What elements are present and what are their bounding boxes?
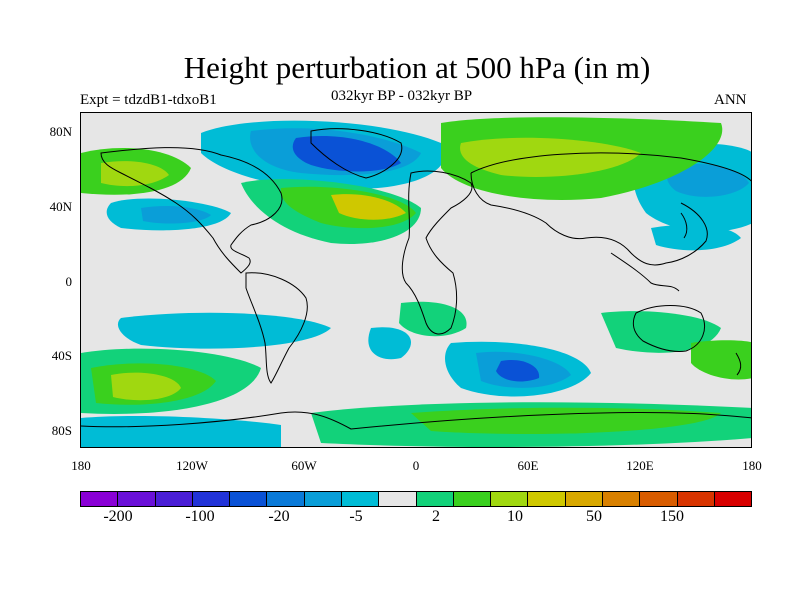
colorbar-swatch [416, 492, 454, 506]
colorbar-label: -100 [185, 508, 215, 525]
colorbar-label: -200 [103, 508, 133, 525]
contour-sh-pacific-wave-peak [111, 372, 181, 401]
colorbar-label: -20 [268, 508, 290, 525]
x-tick-label: 120W [176, 458, 208, 473]
map-plot-area [80, 112, 752, 448]
contour-southern-ocean-core [411, 407, 721, 434]
contour-indian-core [496, 359, 540, 382]
colorbar-swatch [267, 492, 305, 506]
contour-s-indian [601, 311, 721, 353]
coast-europe-africa [401, 170, 473, 335]
contour-s-atlantic [399, 301, 467, 337]
coastlines [81, 128, 751, 430]
contour-nw-pacific [651, 224, 741, 251]
contour-field [81, 117, 751, 447]
y-tick-label: 0 [65, 274, 73, 289]
x-tick-label: 180 [742, 458, 762, 473]
contour-far-south-left [81, 415, 281, 447]
colorbar-swatch [379, 492, 417, 506]
coast-north-america [100, 147, 283, 274]
chart-title: Height perturbation at 500 hPa (in m) [183, 50, 651, 85]
colorbar-swatch [118, 492, 156, 506]
experiment-label: Expt = tdzdB1-tdxoB1 [80, 92, 217, 108]
y-tick-label: 80S [51, 423, 72, 438]
coast-japan [680, 212, 688, 239]
colorbar-label: 10 [507, 508, 523, 525]
colorbar-swatch [528, 492, 566, 506]
colorbar-swatch [230, 492, 268, 506]
colorbar-swatch [491, 492, 529, 506]
colorbar-swatch [714, 492, 752, 506]
x-tick-label: 120E [626, 458, 654, 473]
colorbar-swatch [453, 492, 492, 506]
coast-greenland [310, 128, 403, 179]
colorbar [80, 491, 752, 507]
coast-asia [470, 152, 751, 266]
contour-npacific-core [101, 161, 169, 187]
season-label: ANN [714, 92, 747, 108]
x-tick-label: 60W [291, 458, 317, 473]
contour-sh-pacific [117, 312, 331, 349]
x-tick-label: 60E [517, 458, 539, 473]
colorbar-swatch [192, 492, 231, 506]
contour-siberia-core [666, 163, 749, 197]
contour-eurasia-core [460, 137, 641, 177]
contour-sh-atlantic [368, 327, 411, 360]
coast-antarctica [81, 411, 751, 430]
colorbar-swatch [565, 492, 603, 506]
contour-greenland-core [292, 135, 401, 172]
colorbar-swatch [677, 492, 715, 506]
colorbar-swatch [640, 492, 678, 506]
coast-nz [735, 352, 742, 376]
period-label: 032kyr BP - 032kyr BP [331, 88, 473, 104]
colorbar-swatch [602, 492, 641, 506]
colorbar-label: 150 [660, 508, 684, 525]
colorbar-swatch [304, 492, 342, 506]
coast-australia [632, 305, 705, 352]
colorbar-label: 2 [432, 508, 440, 525]
x-tick-label: 0 [412, 458, 420, 473]
colorbar-swatch [81, 492, 119, 506]
y-tick-label: 40N [49, 199, 72, 214]
y-tick-label: 80N [49, 124, 72, 139]
colorbar-label: -5 [349, 508, 363, 525]
colorbar-label: 50 [586, 508, 602, 525]
contour-ne-pacific-core [141, 205, 211, 224]
coast-south-america [245, 272, 308, 384]
y-tick-label: 40S [51, 348, 72, 363]
colorbar-swatch [341, 492, 380, 506]
x-tick-label: 180 [71, 458, 91, 473]
colorbar-swatch [155, 492, 193, 506]
contour-atlantic-peak [331, 194, 406, 220]
coast-se-asia [610, 252, 680, 292]
contour-e-pacific-south [691, 340, 751, 380]
